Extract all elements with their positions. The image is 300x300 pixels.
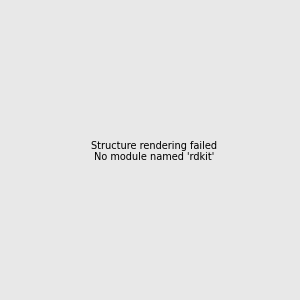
Text: Structure rendering failed
No module named 'rdkit': Structure rendering failed No module nam… bbox=[91, 141, 217, 162]
